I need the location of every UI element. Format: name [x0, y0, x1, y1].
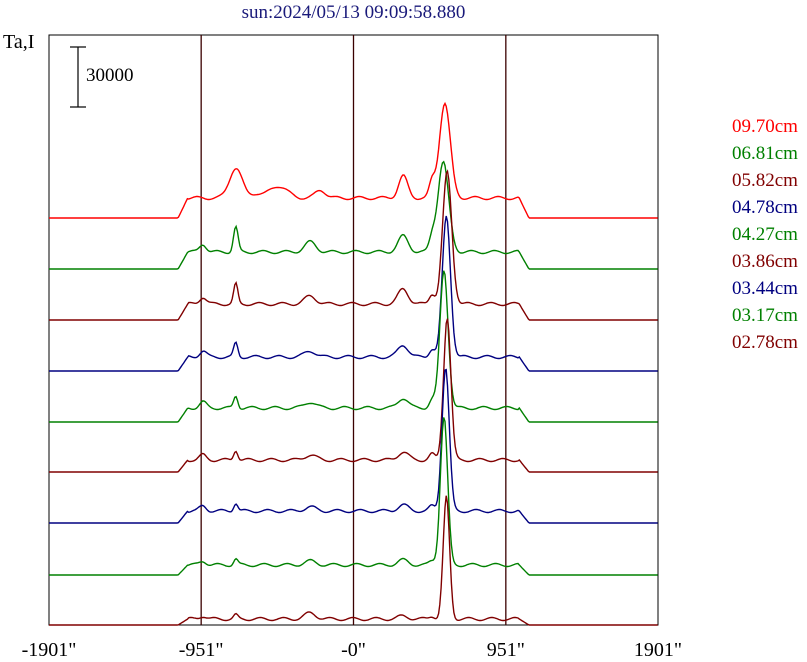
series-line-03.17cm: [49, 417, 658, 576]
legend-item: 03.86cm: [732, 251, 798, 272]
series-line-02.78cm: [49, 495, 658, 626]
series-line-09.70cm: [49, 101, 658, 219]
y-axis-label: Ta,I: [3, 31, 35, 53]
legend-item: 05.82cm: [732, 170, 798, 191]
vertical-gridlines: [200, 35, 507, 625]
x-tick-label: 1901": [634, 639, 682, 661]
series-line-03.44cm: [49, 368, 658, 524]
series-line-05.82cm: [49, 169, 658, 321]
chart-title: sun:2024/05/13 09:09:58.880: [241, 2, 466, 23]
legend-item: 04.78cm: [732, 197, 798, 218]
x-tick-label: -1901": [22, 639, 77, 661]
series-line-06.81cm: [49, 160, 658, 270]
scale-bar: 30000: [70, 46, 134, 108]
legend-item: 04.27cm: [732, 224, 798, 245]
series-line-04.78cm: [49, 215, 658, 372]
series-line-03.86cm: [49, 318, 658, 473]
legend-item: 03.17cm: [732, 305, 798, 326]
scale-bar-label: 30000: [86, 65, 134, 86]
x-tick-label: -0": [341, 639, 366, 661]
series-line-04.27cm: [49, 270, 658, 423]
x-tick-label: -951": [179, 639, 224, 661]
x-tick-label: 951": [487, 639, 525, 661]
legend-item: 09.70cm: [732, 116, 798, 137]
legend-item: 02.78cm: [732, 332, 798, 353]
series-group: [49, 101, 658, 626]
legend-item: 03.44cm: [732, 278, 798, 299]
x-axis-ticks: -1901" -951" -0" 951" 1901": [22, 639, 683, 661]
legend-item: 06.81cm: [732, 143, 798, 164]
